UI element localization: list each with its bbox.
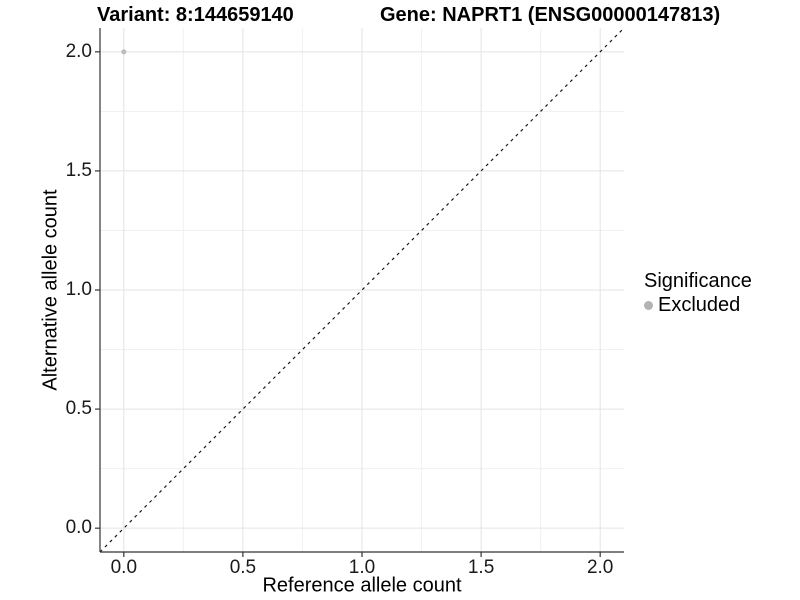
x-tick-label: 1.5: [467, 557, 495, 578]
y-tick-label: 1.5: [65, 159, 92, 181]
x-tick-label: 0.5: [229, 557, 257, 578]
x-tick-label: 2.0: [586, 557, 614, 578]
variant-title: Variant: 8:144659140: [97, 4, 294, 26]
legend: Significance Excluded: [644, 270, 752, 316]
y-axis-title: Alternative allele count: [39, 189, 62, 391]
y-tick-label: 0.0: [65, 517, 92, 539]
data-point: [121, 49, 127, 55]
y-tick-label: 1.0: [65, 279, 92, 300]
excluded-point-icon: [644, 300, 653, 310]
y-tick-label: 0.5: [65, 398, 92, 420]
x-tick-label: 0.0: [110, 557, 138, 578]
legend-item-excluded: Excluded: [644, 294, 752, 316]
legend-item-label: Excluded: [658, 294, 741, 316]
y-tick-label: 2.0: [65, 40, 92, 62]
x-axis-title: Reference allele count: [262, 574, 462, 597]
identity-reference-line: [99, 27, 625, 553]
legend-title: Significance: [644, 270, 752, 292]
x-tick-label: 1.0: [348, 557, 376, 578]
gene-title: Gene: NAPRT1 (ENSG00000147813): [380, 4, 721, 26]
